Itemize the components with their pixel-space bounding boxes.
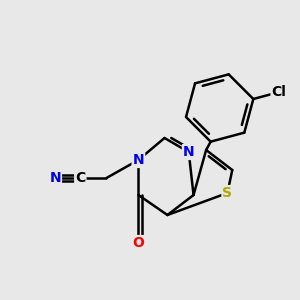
Text: S: S <box>222 186 233 200</box>
Text: O: O <box>132 236 144 250</box>
Text: N: N <box>183 145 194 159</box>
Text: N: N <box>49 171 61 185</box>
Text: Cl: Cl <box>272 85 286 99</box>
Text: N: N <box>133 153 144 167</box>
Text: C: C <box>75 171 85 185</box>
